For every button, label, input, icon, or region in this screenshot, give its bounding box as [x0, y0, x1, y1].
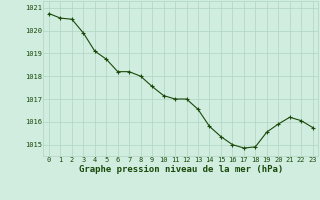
- X-axis label: Graphe pression niveau de la mer (hPa): Graphe pression niveau de la mer (hPa): [79, 165, 283, 174]
